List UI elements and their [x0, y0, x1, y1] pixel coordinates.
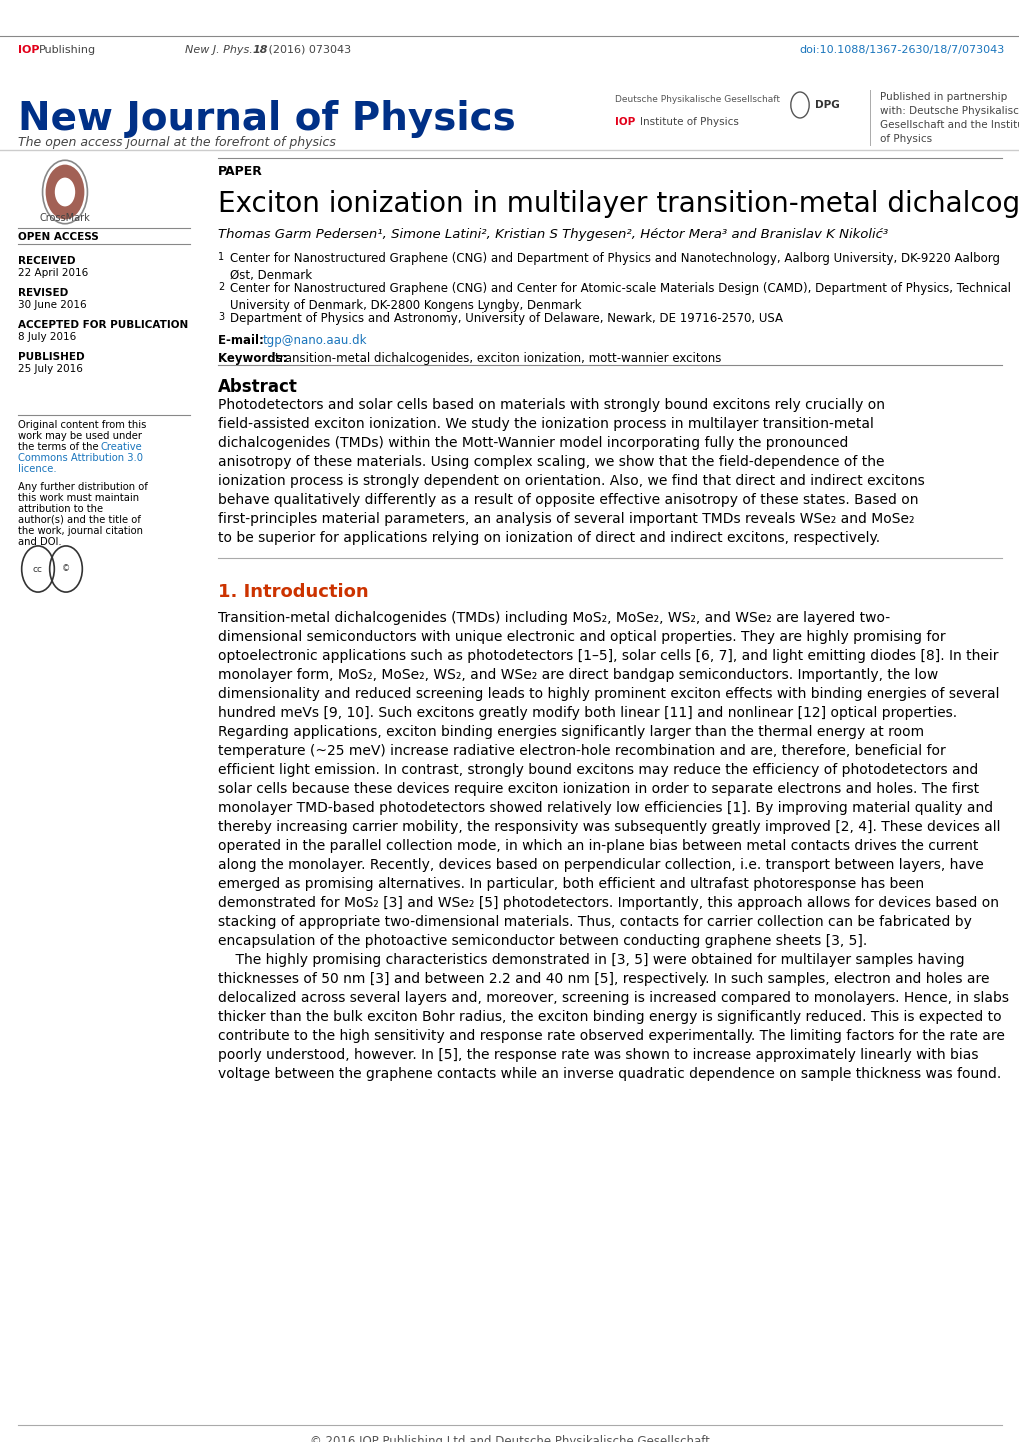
- Text: RECEIVED: RECEIVED: [18, 257, 75, 265]
- Text: tgp@nano.aau.dk: tgp@nano.aau.dk: [263, 335, 367, 348]
- Text: transition-metal dichalcogenides, exciton ionization, mott-wannier excitons: transition-metal dichalcogenides, excito…: [275, 352, 720, 365]
- Text: New J. Phys.: New J. Phys.: [184, 45, 256, 55]
- Text: Publishing: Publishing: [39, 45, 96, 55]
- Text: IOP: IOP: [18, 45, 40, 55]
- Text: REVISED: REVISED: [18, 288, 68, 298]
- Text: 1: 1: [218, 252, 224, 262]
- Text: Exciton ionization in multilayer transition-metal dichalcogenides: Exciton ionization in multilayer transit…: [218, 190, 1019, 218]
- Text: the terms of the: the terms of the: [18, 443, 99, 451]
- Text: dimensional semiconductors with unique electronic and optical properties. They a: dimensional semiconductors with unique e…: [218, 630, 945, 645]
- Text: E-mail:: E-mail:: [218, 335, 268, 348]
- Text: optoelectronic applications such as photodetectors [1–5], solar cells [6, 7], an: optoelectronic applications such as phot…: [218, 649, 998, 663]
- Text: solar cells because these devices require exciton ionization in order to separat: solar cells because these devices requir…: [218, 782, 978, 796]
- Text: delocalized across several layers and, moreover, screening is increased compared: delocalized across several layers and, m…: [218, 991, 1008, 1005]
- Text: thicknesses of 50 nm [3] and between 2.2 and 40 nm [5], respectively. In such sa: thicknesses of 50 nm [3] and between 2.2…: [218, 972, 988, 986]
- Text: Photodetectors and solar cells based on materials with strongly bound excitons r: Photodetectors and solar cells based on …: [218, 398, 884, 412]
- Text: DPG: DPG: [814, 99, 839, 110]
- Text: Published in partnership
with: Deutsche Physikalische
Gesellschaft and the Insti: Published in partnership with: Deutsche …: [879, 92, 1019, 144]
- Text: Commons Attribution 3.0: Commons Attribution 3.0: [18, 453, 143, 463]
- Text: Regarding applications, exciton binding energies significantly larger than the t: Regarding applications, exciton binding …: [218, 725, 923, 738]
- Text: PAPER: PAPER: [218, 164, 263, 177]
- Text: Center for Nanostructured Graphene (CNG) and Department of Physics and Nanotechn: Center for Nanostructured Graphene (CNG)…: [229, 252, 999, 281]
- Text: the work, journal citation: the work, journal citation: [18, 526, 143, 536]
- Text: thicker than the bulk exciton Bohr radius, the exciton binding energy is signifi: thicker than the bulk exciton Bohr radiu…: [218, 1009, 1001, 1024]
- Text: Abstract: Abstract: [218, 378, 298, 397]
- Text: efficient light emission. In contrast, strongly bound excitons may reduce the ef: efficient light emission. In contrast, s…: [218, 763, 977, 777]
- Text: contribute to the high sensitivity and response rate observed experimentally. Th: contribute to the high sensitivity and r…: [218, 1030, 1004, 1043]
- Text: encapsulation of the photoactive semiconductor between conducting graphene sheet: encapsulation of the photoactive semicon…: [218, 934, 866, 947]
- Text: attribution to the: attribution to the: [18, 505, 103, 513]
- Text: Creative: Creative: [101, 443, 143, 451]
- Text: behave qualitatively differently as a result of opposite effective anisotropy of: behave qualitatively differently as a re…: [218, 493, 917, 508]
- Text: ACCEPTED FOR PUBLICATION: ACCEPTED FOR PUBLICATION: [18, 320, 189, 330]
- Text: Any further distribution of: Any further distribution of: [18, 482, 148, 492]
- Text: thereby increasing carrier mobility, the responsivity was subsequently greatly i: thereby increasing carrier mobility, the…: [218, 820, 1000, 833]
- Text: 3: 3: [218, 311, 224, 322]
- Text: 8 July 2016: 8 July 2016: [18, 332, 76, 342]
- Text: 30 June 2016: 30 June 2016: [18, 300, 87, 310]
- Text: 2: 2: [218, 283, 224, 291]
- Text: 25 July 2016: 25 July 2016: [18, 363, 83, 373]
- Text: monolayer TMD-based photodetectors showed relatively low efficiencies [1]. By im: monolayer TMD-based photodetectors showe…: [218, 800, 993, 815]
- Text: monolayer form, MoS₂, MoSe₂, WS₂, and WSe₂ are direct bandgap semiconductors. Im: monolayer form, MoS₂, MoSe₂, WS₂, and WS…: [218, 668, 937, 682]
- Text: cc: cc: [33, 564, 43, 574]
- Text: Institute of Physics: Institute of Physics: [639, 117, 738, 127]
- Text: along the monolayer. Recently, devices based on perpendicular collection, i.e. t: along the monolayer. Recently, devices b…: [218, 858, 982, 872]
- Text: Thomas Garm Pedersen¹, Simone Latini², Kristian S Thygesen², Héctor Mera³ and Br: Thomas Garm Pedersen¹, Simone Latini², K…: [218, 228, 888, 241]
- Text: (2016) 073043: (2016) 073043: [265, 45, 351, 55]
- Text: stacking of appropriate two-dimensional materials. Thus, contacts for carrier co: stacking of appropriate two-dimensional …: [218, 916, 971, 929]
- Circle shape: [55, 177, 75, 206]
- Text: © 2016 IOP Publishing Ltd and Deutsche Physikalische Gesellschaft: © 2016 IOP Publishing Ltd and Deutsche P…: [310, 1435, 709, 1442]
- Text: Deutsche Physikalische Gesellschaft: Deutsche Physikalische Gesellschaft: [614, 95, 780, 104]
- Text: Keywords:: Keywords:: [218, 352, 291, 365]
- Text: IOP: IOP: [614, 117, 635, 127]
- Text: CrossMark: CrossMark: [40, 213, 91, 224]
- Text: licence.: licence.: [18, 464, 57, 474]
- Text: voltage between the graphene contacts while an inverse quadratic dependence on s: voltage between the graphene contacts wh…: [218, 1067, 1001, 1082]
- Text: The open access journal at the forefront of physics: The open access journal at the forefront…: [18, 136, 335, 149]
- Text: first-principles material parameters, an analysis of several important TMDs reve: first-principles material parameters, an…: [218, 512, 914, 526]
- Circle shape: [46, 164, 85, 219]
- Text: The highly promising characteristics demonstrated in [3, 5] were obtained for mu: The highly promising characteristics dem…: [218, 953, 964, 968]
- Text: author(s) and the title of: author(s) and the title of: [18, 515, 141, 525]
- Text: ©: ©: [62, 564, 70, 574]
- Text: field-assisted exciton ionization. We study the ionization process in multilayer: field-assisted exciton ionization. We st…: [218, 417, 873, 431]
- Text: poorly understood, however. In [5], the response rate was shown to increase appr: poorly understood, however. In [5], the …: [218, 1048, 977, 1061]
- Text: hundred meVs [9, 10]. Such excitons greatly modify both linear [11] and nonlinea: hundred meVs [9, 10]. Such excitons grea…: [218, 707, 956, 720]
- Text: dichalcogenides (TMDs) within the Mott-Wannier model incorporating fully the pro: dichalcogenides (TMDs) within the Mott-W…: [218, 435, 848, 450]
- Text: demonstrated for MoS₂ [3] and WSe₂ [5] photodetectors. Importantly, this approac: demonstrated for MoS₂ [3] and WSe₂ [5] p…: [218, 895, 998, 910]
- Text: dimensionality and reduced screening leads to highly prominent exciton effects w: dimensionality and reduced screening lea…: [218, 686, 999, 701]
- Text: to be superior for applications relying on ionization of direct and indirect exc: to be superior for applications relying …: [218, 531, 879, 545]
- Text: 1. Introduction: 1. Introduction: [218, 583, 368, 601]
- Text: Transition-metal dichalcogenides (TMDs) including MoS₂, MoSe₂, WS₂, and WSe₂ are: Transition-metal dichalcogenides (TMDs) …: [218, 611, 890, 624]
- Text: 22 April 2016: 22 April 2016: [18, 268, 89, 278]
- Text: Center for Nanostructured Graphene (CNG) and Center for Atomic-scale Materials D: Center for Nanostructured Graphene (CNG)…: [229, 283, 1010, 311]
- Text: OPEN ACCESS: OPEN ACCESS: [18, 232, 99, 242]
- Text: ionization process is strongly dependent on orientation. Also, we find that dire: ionization process is strongly dependent…: [218, 474, 924, 487]
- Text: 18: 18: [253, 45, 268, 55]
- Text: doi:10.1088/1367-2630/18/7/073043: doi:10.1088/1367-2630/18/7/073043: [799, 45, 1004, 55]
- Text: anisotropy of these materials. Using complex scaling, we show that the field-dep: anisotropy of these materials. Using com…: [218, 456, 883, 469]
- Text: Department of Physics and Astronomy, University of Delaware, Newark, DE 19716-25: Department of Physics and Astronomy, Uni…: [229, 311, 783, 324]
- Text: temperature (~25 meV) increase radiative electron-hole recombination and are, th: temperature (~25 meV) increase radiative…: [218, 744, 945, 758]
- Text: PUBLISHED: PUBLISHED: [18, 352, 85, 362]
- Text: operated in the parallel collection mode, in which an in-plane bias between meta: operated in the parallel collection mode…: [218, 839, 977, 854]
- Text: Original content from this: Original content from this: [18, 420, 147, 430]
- Text: New Journal of Physics: New Journal of Physics: [18, 99, 516, 138]
- Text: work may be used under: work may be used under: [18, 431, 142, 441]
- Text: and DOI.: and DOI.: [18, 536, 61, 547]
- Text: emerged as promising alternatives. In particular, both efficient and ultrafast p: emerged as promising alternatives. In pa…: [218, 877, 923, 891]
- Text: this work must maintain: this work must maintain: [18, 493, 139, 503]
